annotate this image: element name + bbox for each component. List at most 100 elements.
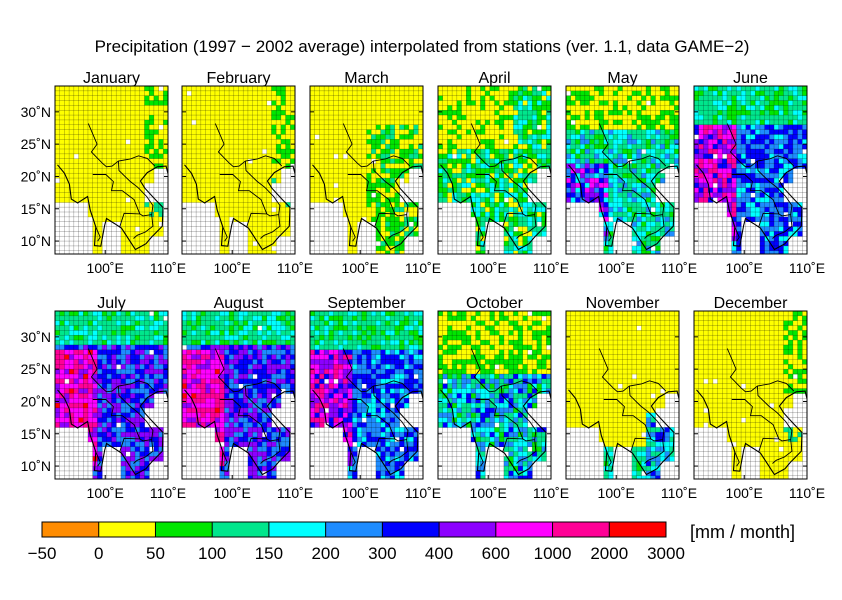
grid-cell [121, 139, 126, 144]
grid-cell [135, 130, 140, 135]
grid-cell [201, 115, 206, 120]
grid-cell [641, 115, 646, 120]
grid-cell [457, 91, 462, 96]
grid-cell [793, 149, 798, 154]
grid-cell [627, 193, 632, 198]
grid-cell [271, 96, 276, 101]
grid-cell [490, 91, 495, 96]
grid-cell [760, 96, 765, 101]
grid-cell [447, 149, 452, 154]
grid-cell [224, 115, 229, 120]
grid-cell [286, 139, 291, 144]
grid-cell [74, 115, 79, 120]
grid-cell [632, 125, 637, 130]
grid-cell [594, 86, 599, 91]
grid-cell [149, 222, 154, 227]
grid-cell [765, 154, 770, 159]
grid-cell [310, 86, 315, 91]
grid-cell [135, 369, 140, 374]
grid-cell [144, 110, 149, 115]
grid-cell [783, 149, 788, 154]
grid-cell [281, 86, 286, 91]
grid-cell [627, 139, 632, 144]
grid-cell [224, 202, 229, 207]
grid-cell [765, 168, 770, 173]
grid-cell [191, 321, 196, 326]
grid-cell [627, 115, 632, 120]
grid-cell [476, 105, 481, 110]
grid-cell [641, 212, 646, 217]
grid-cell [390, 197, 395, 202]
grid-cell [409, 149, 414, 154]
grid-cell [504, 246, 509, 251]
grid-cell [462, 144, 467, 149]
grid-cell [613, 154, 618, 159]
grid-cell [783, 125, 788, 130]
grid-cell [471, 144, 476, 149]
grid-cell [618, 125, 623, 130]
grid-cell [201, 408, 206, 413]
grid-cell [575, 134, 580, 139]
grid-cell [462, 173, 467, 178]
grid-cell [121, 222, 126, 227]
grid-cell [215, 173, 220, 178]
grid-cell [182, 359, 187, 364]
grid-cell [262, 193, 267, 198]
grid-cell [140, 321, 145, 326]
grid-cell [646, 149, 651, 154]
grid-cell [385, 227, 390, 232]
grid-cell [480, 139, 485, 144]
grid-cell [462, 193, 467, 198]
grid-cell [632, 178, 637, 183]
grid-cell [495, 110, 500, 115]
grid-cell [182, 374, 187, 379]
grid-cell [599, 164, 604, 169]
grid-cell [736, 227, 741, 232]
month-label: March [344, 70, 388, 87]
grid-cell [637, 202, 642, 207]
grid-cell [788, 149, 793, 154]
grid-cell [385, 134, 390, 139]
grid-cell [348, 207, 353, 212]
grid-cell [798, 149, 803, 154]
grid-cell [130, 427, 135, 432]
grid-cell [88, 403, 93, 408]
grid-cell [367, 217, 372, 222]
grid-cell [262, 125, 267, 130]
grid-cell [60, 408, 65, 413]
grid-cell [88, 144, 93, 149]
grid-cell [135, 120, 140, 125]
grid-cell [310, 115, 315, 120]
grid-cell [79, 384, 84, 389]
grid-cell [69, 159, 74, 164]
grid-cell [319, 115, 324, 120]
grid-cell [196, 120, 201, 125]
grid-cell [741, 144, 746, 149]
grid-cell [206, 330, 211, 335]
grid-cell [718, 110, 723, 115]
grid-cell [206, 110, 211, 115]
grid-cell [196, 159, 201, 164]
grid-cell [613, 202, 618, 207]
grid-cell [257, 105, 262, 110]
grid-cell [239, 101, 244, 106]
grid-cell [112, 340, 117, 345]
grid-cell [769, 139, 774, 144]
grid-cell [229, 115, 234, 120]
grid-cell [74, 384, 79, 389]
grid-cell [395, 144, 400, 149]
grid-cell [149, 335, 154, 340]
grid-cell [102, 207, 107, 212]
grid-cell [149, 316, 154, 321]
grid-cell [154, 154, 159, 159]
grid-cell [718, 154, 723, 159]
grid-cell [93, 384, 98, 389]
grid-cell [608, 188, 613, 193]
grid-cell [632, 236, 637, 241]
grid-cell [315, 120, 320, 125]
grid-cell [513, 251, 518, 256]
grid-cell [121, 183, 126, 188]
grid-cell [760, 154, 765, 159]
grid-cell [566, 86, 571, 91]
grid-cell [699, 193, 704, 198]
